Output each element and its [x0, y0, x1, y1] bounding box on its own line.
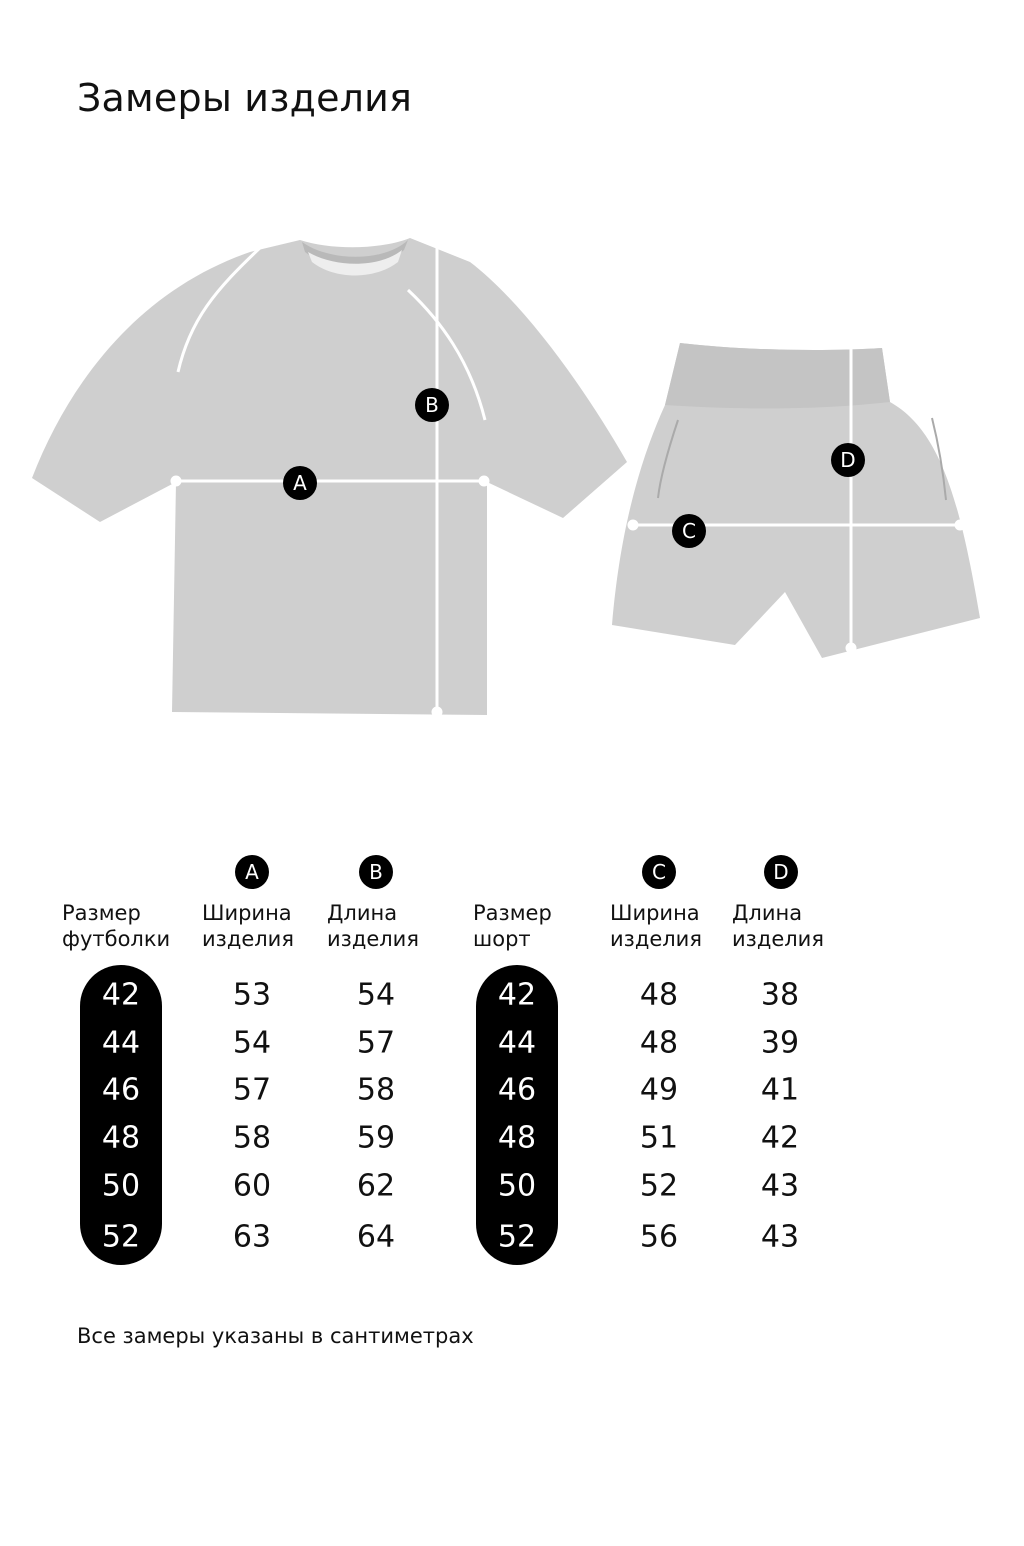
measurement-cell: 43 — [760, 1168, 800, 1204]
header-tshirt-length: Длина изделия — [327, 901, 419, 951]
measurement-cell: 56 — [639, 1219, 679, 1255]
column-badge-d: D — [764, 855, 798, 889]
size-cell: 44 — [497, 1025, 537, 1061]
header-shorts-width: Ширина изделия — [610, 901, 702, 951]
header-tshirt-width: Ширина изделия — [202, 901, 294, 951]
measurement-cell: 59 — [356, 1120, 396, 1156]
measurement-cell: 58 — [232, 1120, 272, 1156]
measurement-cell: 49 — [639, 1072, 679, 1108]
garment-diagram — [32, 234, 980, 718]
measurement-cell: 43 — [760, 1219, 800, 1255]
size-cell: 46 — [101, 1072, 141, 1108]
measurement-cell: 48 — [639, 977, 679, 1013]
measurement-cell: 54 — [356, 977, 396, 1013]
measurement-cell: 63 — [232, 1219, 272, 1255]
measurement-cell: 52 — [639, 1168, 679, 1204]
size-cell: 44 — [101, 1025, 141, 1061]
page-title: Замеры изделия — [77, 76, 413, 120]
tshirt-image — [32, 238, 627, 715]
marker-c: C — [672, 514, 706, 548]
size-cell: 50 — [101, 1168, 141, 1204]
footer-note: Все замеры указаны в сантиметрах — [77, 1324, 474, 1348]
marker-d: D — [831, 443, 865, 477]
size-cell: 52 — [101, 1219, 141, 1255]
measurement-cell: 53 — [232, 977, 272, 1013]
size-cell: 52 — [497, 1219, 537, 1255]
size-cell: 48 — [497, 1120, 537, 1156]
size-cell: 42 — [497, 977, 537, 1013]
measurement-cell: 42 — [760, 1120, 800, 1156]
header-tshirt-size: Размер футболки — [62, 901, 171, 951]
size-cell: 48 — [101, 1120, 141, 1156]
measurement-cell: 54 — [232, 1025, 272, 1061]
measurement-cell: 38 — [760, 977, 800, 1013]
size-cell: 50 — [497, 1168, 537, 1204]
measurement-cell: 57 — [232, 1072, 272, 1108]
measurement-cell: 58 — [356, 1072, 396, 1108]
column-badge-a: A — [235, 855, 269, 889]
measurement-cell: 41 — [760, 1072, 800, 1108]
measurement-cell: 48 — [639, 1025, 679, 1061]
measurement-cell: 62 — [356, 1168, 396, 1204]
size-cell: 46 — [497, 1072, 537, 1108]
marker-a: A — [283, 466, 317, 500]
tshirt-size-pill — [80, 965, 162, 1265]
column-badge-b: B — [359, 855, 393, 889]
header-shorts-length: Длина изделия — [732, 901, 824, 951]
measurement-cell: 51 — [639, 1120, 679, 1156]
header-shorts-size: Размер шорт — [473, 901, 552, 951]
measurement-cell: 57 — [356, 1025, 396, 1061]
shorts-size-pill — [476, 965, 558, 1265]
marker-b: B — [415, 388, 449, 422]
measurement-cell: 39 — [760, 1025, 800, 1061]
shorts-image — [612, 343, 980, 658]
column-badge-c: C — [642, 855, 676, 889]
size-cell: 42 — [101, 977, 141, 1013]
measurement-cell: 64 — [356, 1219, 396, 1255]
measurement-cell: 60 — [232, 1168, 272, 1204]
